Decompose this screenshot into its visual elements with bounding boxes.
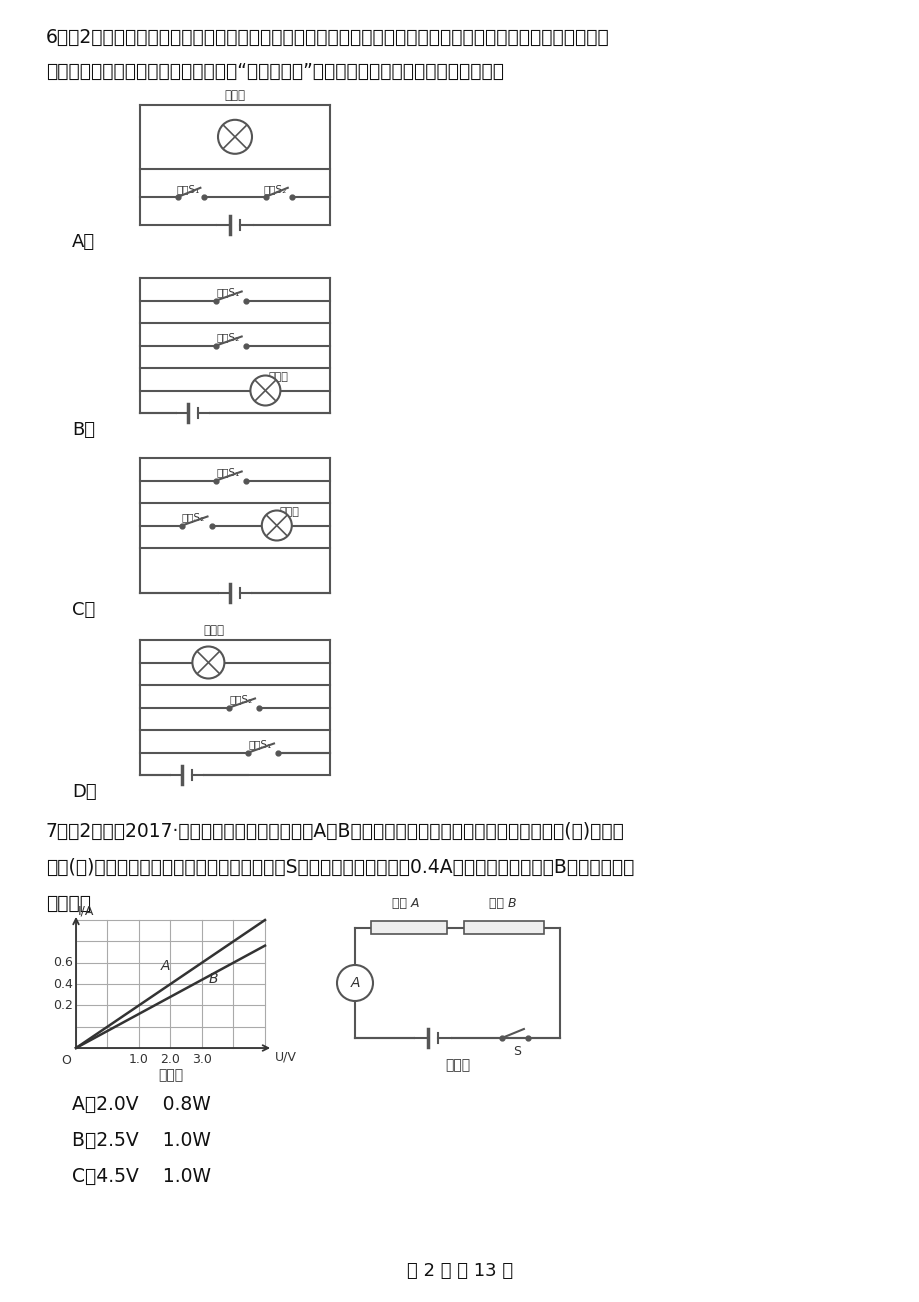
Text: 厢所S₁: 厢所S₁ (248, 740, 272, 750)
Text: S: S (513, 1046, 520, 1059)
Text: 1.0: 1.0 (129, 1053, 149, 1066)
Text: A: A (161, 960, 170, 973)
Text: 2.0: 2.0 (161, 1053, 180, 1066)
Text: 厢所S₁: 厢所S₁ (176, 184, 199, 194)
Bar (463, 921, 543, 934)
Text: 是（　）: 是（ ） (46, 894, 91, 913)
Text: 如图(乙)所示，把它们串联在电路中，闭合开关S，这时电流表的示数为0.4A，则电源电压和元件B的电功率分别: 如图(乙)所示，把它们串联在电路中，闭合开关S，这时电流表的示数为0.4A，则电… (46, 858, 634, 878)
Text: 指示灯: 指示灯 (224, 89, 245, 102)
Text: 3.0: 3.0 (192, 1053, 211, 1066)
Bar (371, 921, 447, 934)
Text: B．2.5V    1.0W: B．2.5V 1.0W (72, 1131, 210, 1150)
Text: 0.4: 0.4 (53, 978, 73, 991)
Text: U/V: U/V (275, 1049, 297, 1062)
Text: C．4.5V    1.0W: C．4.5V 1.0W (72, 1167, 210, 1186)
Text: 指示灯: 指示灯 (279, 506, 300, 517)
Circle shape (192, 647, 224, 678)
Bar (217, 221, 253, 229)
Text: 厢所S₁: 厢所S₁ (216, 467, 239, 478)
Text: 0.6: 0.6 (53, 956, 73, 969)
Text: B．: B． (72, 421, 95, 439)
Text: A．2.0V    0.8W: A．2.0V 0.8W (72, 1095, 210, 1115)
Text: （甲）: （甲） (158, 1068, 183, 1082)
Text: 厢所S₂: 厢所S₂ (182, 513, 205, 522)
Text: （乙）: （乙） (445, 1059, 470, 1072)
Text: 指示灯: 指示灯 (203, 624, 224, 637)
Text: D．: D． (72, 783, 96, 801)
Text: 元件 B: 元件 B (488, 897, 516, 910)
Text: A: A (350, 976, 359, 990)
Bar (414, 1034, 450, 1042)
Text: 厢所S₂: 厢所S₂ (216, 332, 239, 342)
Text: 车厢内指示牌内的指示灯才会提示旅客“洗手间有人”．能实现上述设计的电路图是（　　）: 车厢内指示牌内的指示灯才会提示旅客“洗手间有人”．能实现上述设计的电路图是（ ） (46, 62, 504, 81)
Text: 指示灯: 指示灯 (268, 372, 288, 381)
Text: 元件 A: 元件 A (392, 897, 420, 910)
Bar (177, 409, 209, 417)
Circle shape (336, 965, 372, 1001)
Text: C．: C． (72, 602, 96, 618)
Text: 7．（2分）（2017·深圳模拟）有两个电路元件A和B，流过元件的电流与其两端电压的关系如图(甲)所示。: 7．（2分）（2017·深圳模拟）有两个电路元件A和B，流过元件的电流与其两端电… (46, 822, 624, 841)
Circle shape (262, 510, 291, 540)
Circle shape (250, 375, 280, 405)
Bar (171, 771, 203, 779)
Text: 0.2: 0.2 (53, 999, 73, 1012)
Text: 厢所S₂: 厢所S₂ (229, 694, 253, 704)
Text: B: B (208, 971, 218, 986)
Text: I/A: I/A (78, 905, 95, 918)
Text: A．: A． (72, 233, 95, 251)
Text: O: O (61, 1055, 71, 1068)
Text: 第 2 页 共 13 页: 第 2 页 共 13 页 (406, 1262, 513, 1280)
Text: 厢所S₁: 厢所S₁ (216, 288, 239, 297)
Text: 6．（2分）火车某节车厢有两间洗手间，只有当两间洗手间的门都关上时（每扇门的插销都相当于一个开关），: 6．（2分）火车某节车厢有两间洗手间，只有当两间洗手间的门都关上时（每扇门的插销… (46, 29, 609, 47)
Text: 厢所S₂: 厢所S₂ (264, 184, 287, 194)
Circle shape (218, 120, 252, 154)
Bar (219, 589, 251, 598)
